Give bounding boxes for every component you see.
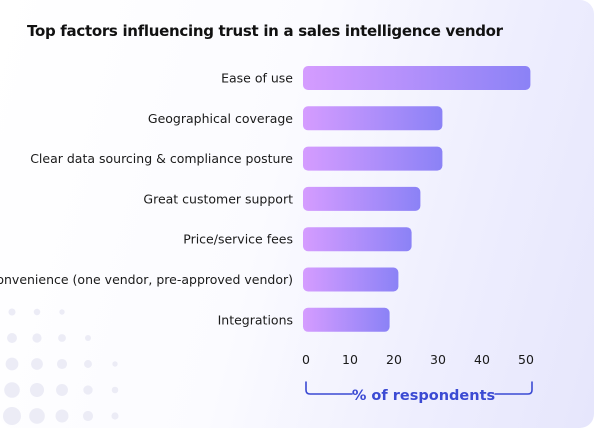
tick-label: 20 [386,352,402,367]
category-labels: Ease of use Geographical coverage Clear da… [0,71,293,328]
decorative-dot [31,358,43,370]
category-label: Integrations [218,312,293,327]
x-axis-title: % of respondents [352,388,495,404]
decorative-dot [4,382,20,398]
chart-title: Top factors influencing trust in a sales… [27,22,503,40]
decorative-dot [29,382,45,398]
decorative-dot [84,334,92,342]
bar [303,307,390,332]
decorative-dot [59,309,65,315]
decorative-dot [56,358,68,370]
category-label: Clear data sourcing & compliance posture [30,151,293,166]
decorative-dot [56,384,68,396]
category-label: Price/service fees [183,232,293,247]
bar [303,186,421,211]
tick-label: 50 [518,352,534,367]
tick-label: 0 [302,352,310,367]
decorative-dot [111,386,119,394]
decorative-dot [32,333,42,343]
decorative-dot [83,385,93,395]
bar [303,267,399,292]
x-axis-ticks: 0 10 20 30 40 50 [302,352,534,367]
decorative-dot [112,361,118,367]
axis-bracket [305,381,533,395]
decorative-dot [8,308,16,316]
decorative-dot [7,333,17,343]
decorative-dot [111,412,119,420]
bar [303,146,443,171]
bars-group [303,66,531,332]
tick-label: 30 [430,352,446,367]
tick-label: 10 [342,352,358,367]
bar [303,106,443,131]
bar [303,227,412,252]
decorative-dot [58,334,66,342]
decorative-dot [5,357,19,371]
decorative-dot [33,308,41,316]
category-label: Great customer support [143,191,293,206]
decorative-dot [82,410,94,422]
decorative-dot [3,407,21,425]
tick-label: 40 [474,352,490,367]
decorative-dot [29,408,45,424]
category-label: Geographical coverage [148,111,293,126]
decorative-dot [55,409,69,423]
decorative-dot-pattern [3,308,119,425]
category-label: Ease of use [221,71,293,86]
category-label: Convenience (one vendor, pre-approved ve… [0,272,293,287]
bar [303,66,531,90]
decorative-dot [84,360,92,368]
